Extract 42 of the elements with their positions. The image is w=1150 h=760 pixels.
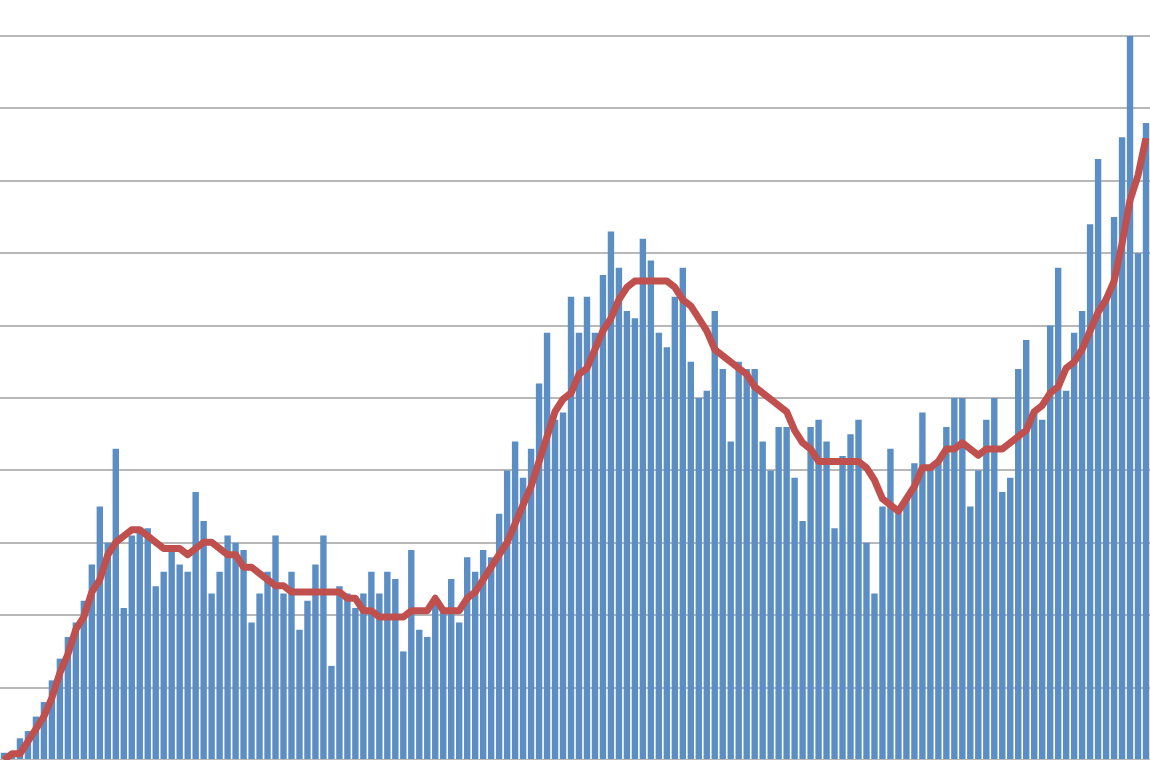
- bar: [144, 528, 151, 759]
- bar: [1142, 122, 1150, 759]
- bar: [336, 586, 343, 759]
- bar: [855, 419, 862, 759]
- bar: [567, 296, 575, 759]
- bar: [751, 369, 758, 759]
- bar: [288, 571, 295, 759]
- bar: [919, 412, 926, 759]
- bar: [224, 535, 231, 759]
- bar: [408, 550, 415, 759]
- bar: [711, 311, 718, 759]
- bar: [192, 492, 199, 759]
- bar: [607, 231, 615, 759]
- bar: [392, 579, 399, 759]
- bar: [368, 571, 375, 759]
- bar: [1094, 159, 1102, 759]
- bar: [959, 398, 966, 759]
- bar: [887, 448, 894, 759]
- bar: [112, 448, 119, 759]
- bar: [735, 361, 742, 759]
- bar: [448, 579, 455, 759]
- bar: [1126, 36, 1134, 759]
- bar: [1054, 267, 1062, 759]
- bar: [583, 296, 591, 759]
- bar: [128, 535, 135, 759]
- bar: [991, 398, 998, 759]
- bar: [384, 571, 391, 759]
- bar: [783, 426, 790, 759]
- bar: [951, 398, 958, 759]
- bar: [775, 426, 782, 759]
- bar: [344, 593, 351, 759]
- bar: [807, 426, 814, 759]
- bar: [320, 535, 327, 759]
- bar: [232, 542, 239, 759]
- bar: [272, 535, 279, 759]
- bar: [815, 419, 822, 759]
- bar: [679, 267, 687, 759]
- bar: [240, 550, 247, 759]
- bar: [1023, 340, 1030, 759]
- bar: [743, 369, 750, 759]
- bar: [639, 238, 647, 759]
- bar: [168, 550, 175, 759]
